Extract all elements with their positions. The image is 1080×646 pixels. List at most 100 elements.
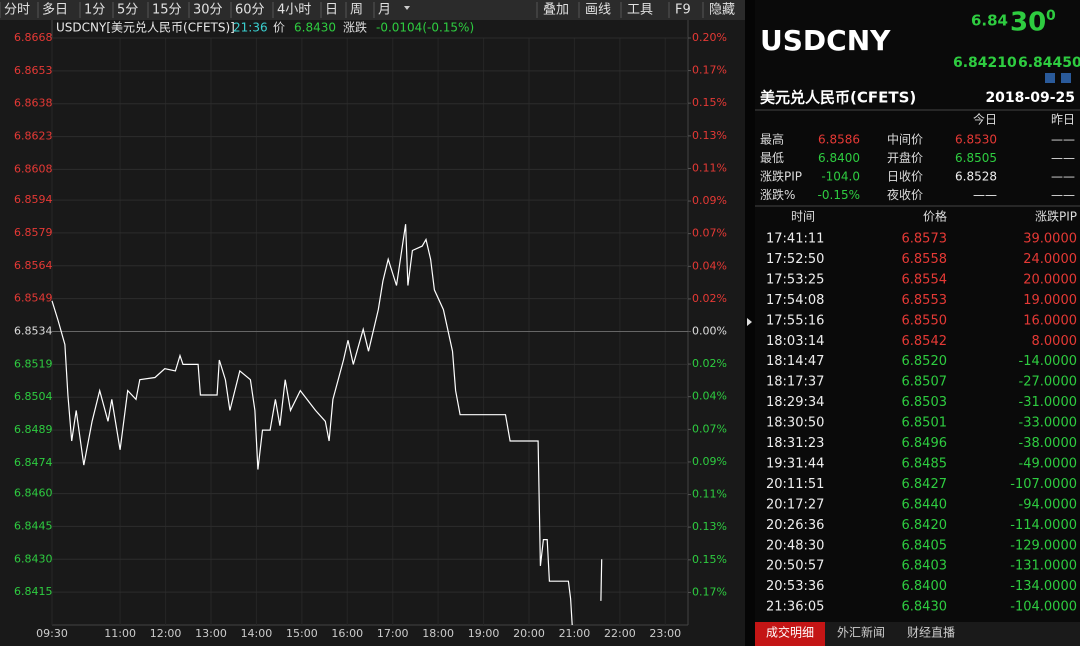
trade-price: 6.8558 [902, 252, 948, 267]
y2-tick-label: 0.13% [692, 129, 727, 142]
stat-value: 6.8400 [818, 151, 860, 165]
stat-yesterday: —— [1051, 188, 1075, 202]
trade-price: 6.8507 [902, 375, 948, 390]
plus-button[interactable] [1061, 73, 1071, 83]
toolbar-button[interactable]: 叠加 [543, 3, 569, 18]
y2-tick-label: 0.13% [692, 520, 727, 533]
toolbar-tab[interactable]: 日 [325, 3, 338, 18]
trade-time: 17:41:11 [766, 232, 824, 247]
trade-price: 6.8542 [902, 334, 948, 349]
panel-tab[interactable]: 成交明细 [766, 625, 814, 640]
trade-price: 6.8400 [902, 579, 948, 594]
trade-time: 20:17:27 [766, 497, 824, 512]
toolbar-button[interactable]: 工具 [627, 3, 653, 18]
trade-price: 6.8553 [902, 293, 948, 308]
x-tick-label: 21:00 [559, 627, 591, 640]
trade-price: 6.8520 [902, 354, 948, 369]
trade-change: -14.0000 [1019, 354, 1077, 369]
y2-tick-label: 0.17% [692, 585, 727, 598]
y2-tick-label: 0.11% [692, 161, 727, 174]
y-tick-label: 6.8653 [14, 64, 53, 77]
toolbar-button[interactable]: 画线 [585, 3, 611, 18]
toolbar-tab[interactable]: 1分 [84, 3, 105, 18]
trade-time: 20:50:57 [766, 559, 824, 574]
y2-tick-label: 0.07% [692, 227, 727, 240]
stat-value: 6.8505 [955, 151, 997, 165]
stat-label: 涨跌% [760, 187, 795, 202]
x-tick-label: 15:00 [286, 627, 318, 640]
trade-price: 6.8503 [902, 395, 948, 410]
panel-tab[interactable]: 财经直播 [907, 626, 955, 640]
toolbar-button[interactable]: 隐藏 [709, 3, 735, 18]
toolbar-tab[interactable]: 多日 [42, 2, 68, 18]
toolbar-button[interactable]: F9 [675, 3, 691, 18]
trade-change: -33.0000 [1019, 416, 1077, 431]
y2-tick-label: 0.17% [692, 64, 727, 77]
x-tick-label: 23:00 [649, 627, 681, 640]
trade-price: 6.8430 [902, 600, 948, 615]
stat-value: —— [973, 188, 997, 202]
trade-change: -49.0000 [1019, 456, 1077, 471]
price: 6.8430 [294, 21, 336, 35]
price-main: 6.84 [971, 12, 1008, 30]
toolbar-tab[interactable]: 周 [350, 3, 363, 18]
trade-time: 18:29:34 [766, 395, 824, 410]
trade-change: 20.0000 [1023, 272, 1077, 287]
collapse-arrow[interactable] [747, 318, 752, 326]
y-tick-label: 6.8564 [14, 259, 53, 272]
trade-change: -104.0000 [1010, 600, 1077, 615]
y-tick-label: 6.8608 [14, 162, 53, 175]
x-tick-label: 16:00 [331, 627, 363, 640]
stat-label: 开盘价 [887, 150, 923, 165]
toolbar-tab[interactable]: 分时 [4, 3, 30, 18]
y-tick-label: 6.8534 [14, 325, 53, 338]
trade-time: 18:31:23 [766, 436, 824, 451]
stat-yesterday: —— [1051, 151, 1075, 165]
x-tick-label: 11:00 [104, 627, 136, 640]
panel-tab[interactable]: 外汇新闻 [837, 625, 885, 640]
y-tick-label: 6.8638 [14, 97, 53, 110]
price-line [51, 224, 603, 626]
y2-tick-label: 0.00% [692, 325, 727, 338]
stat-value: 6.8528 [955, 170, 997, 184]
toolbar-tab[interactable]: 5分 [117, 3, 138, 18]
y-tick-label: 6.8474 [14, 456, 53, 469]
panel-name: 美元兑人民币(CFETS) [760, 89, 916, 107]
y2-tick-label: 0.15% [692, 553, 727, 566]
toolbar-tab[interactable]: 4小时 [277, 3, 311, 18]
y2-tick-label: 0.02% [692, 357, 727, 370]
trade-change: -107.0000 [1010, 477, 1077, 492]
trade-change: -129.0000 [1010, 538, 1077, 553]
toolbar-tab[interactable]: 60分 [235, 3, 265, 18]
trades-header: 价格 [923, 209, 947, 224]
trade-price: 6.8485 [902, 456, 948, 471]
toolbar-tab[interactable]: 30分 [193, 3, 223, 18]
trade-change: -31.0000 [1019, 395, 1077, 410]
toolbar [0, 0, 745, 20]
active-tab[interactable] [755, 622, 825, 646]
stat-label: 最低 [760, 151, 784, 165]
trade-time: 17:55:16 [766, 313, 824, 328]
trades-header: 时间 [791, 210, 815, 224]
trade-price: 6.8496 [902, 436, 948, 451]
trade-change: -27.0000 [1019, 375, 1077, 390]
trade-time: 21:36:05 [766, 600, 824, 615]
dropdown-icon[interactable] [404, 6, 410, 10]
price-big: 30 [1010, 8, 1046, 38]
y-tick-label: 6.8623 [14, 130, 53, 143]
trade-change: 39.0000 [1023, 232, 1077, 247]
stat-yesterday: —— [1051, 133, 1075, 147]
y-tick-label: 6.8489 [14, 423, 53, 436]
trade-time: 20:53:36 [766, 579, 824, 594]
toolbar-tab[interactable]: 月 [378, 3, 391, 18]
today-header: 今日 [973, 112, 997, 127]
minus-button[interactable] [1045, 73, 1055, 83]
trade-change: -134.0000 [1010, 579, 1077, 594]
y2-tick-label: 0.02% [692, 292, 727, 305]
trade-change: -94.0000 [1019, 497, 1077, 512]
bid: 6.84210 [953, 55, 1017, 71]
toolbar-tab[interactable]: 15分 [152, 3, 182, 18]
trade-price: 6.8427 [902, 477, 948, 492]
y2-tick-label: 0.20% [692, 31, 727, 44]
stat-label: 日收价 [887, 170, 923, 184]
